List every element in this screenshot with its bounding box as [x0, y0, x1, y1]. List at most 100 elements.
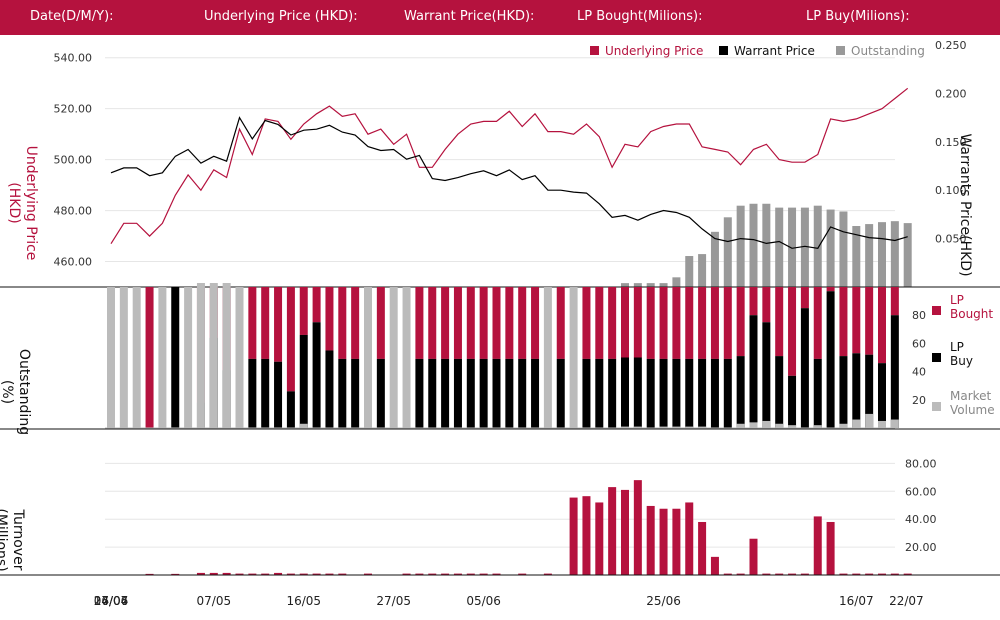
turnover-bar: [209, 572, 218, 575]
lp-buy-bar: [505, 358, 514, 428]
turnover-bar: [890, 573, 899, 575]
turnover-bar: [171, 573, 180, 575]
lp-bought-bar: [518, 287, 527, 359]
lp-bought-bar: [479, 287, 488, 359]
lp-bought-bar: [261, 287, 270, 359]
turnover-bar: [235, 573, 244, 575]
lp-bought-bar: [351, 287, 360, 359]
lp-bought-bar: [800, 287, 809, 309]
lp-buy-bar: [248, 358, 257, 428]
lp-bought-bar: [710, 287, 719, 359]
market-volume-bar: [633, 426, 642, 428]
turnover-bar: [723, 573, 732, 575]
turnover-bar: [826, 521, 835, 575]
lp-bought-bar: [672, 287, 681, 359]
turnover-bar: [145, 573, 154, 575]
lp-buy-bar: [453, 358, 462, 428]
turnover-bar: [621, 489, 629, 575]
lp-bought-bar: [466, 287, 475, 359]
market-volume-bar: [865, 413, 874, 428]
lp-buy-bar: [274, 361, 283, 428]
lp-buy-bar: [286, 391, 295, 428]
x-axis-tick-label: 16/07: [839, 594, 874, 608]
lp-buy-bar: [595, 358, 604, 428]
outstanding-bar: [800, 207, 809, 287]
market-volume-bar: [222, 287, 231, 428]
lp-bought-bar: [749, 287, 758, 316]
lp-buy-bar: [762, 322, 771, 428]
lp-buy-bar: [878, 363, 886, 428]
market-volume-bar-top: [196, 283, 205, 287]
lp-buy-bar: [299, 334, 308, 428]
right-axis-tick-label: 0.150: [935, 136, 967, 149]
market-volume-bar: [878, 420, 886, 428]
lp-bought-bar: [839, 287, 848, 357]
right-axis-tick-label: 0.050: [935, 233, 967, 246]
market-volume-bar: [184, 287, 193, 428]
market-volume-bar: [839, 423, 848, 428]
turnover-bar: [582, 496, 591, 575]
left-axis-tick-label: 520.00: [54, 103, 93, 116]
percent-legend-swatch-2: [932, 402, 941, 411]
lp-buy-bar: [492, 358, 501, 428]
lp-bought-bar: [531, 287, 540, 359]
lp-bought-bar: [723, 287, 732, 359]
turnover-bar: [852, 573, 861, 575]
lp-buy-bar: [633, 357, 642, 428]
x-axis-tick-label: 05/06: [466, 594, 501, 608]
lp-buy-bar: [531, 358, 540, 428]
turnover-axis-title: Turnover(Millions): [0, 508, 26, 571]
x-axis-tick-label: 07/05: [197, 594, 232, 608]
market-volume-bar: [389, 287, 398, 428]
turnover-bar: [492, 573, 501, 575]
lp-bought-bar: [890, 287, 899, 316]
market-volume-bar: [852, 419, 861, 428]
turnover-bar: [286, 573, 295, 575]
turnover-bar: [248, 573, 257, 575]
market-volume-bar-top: [209, 283, 218, 287]
lp-buy-bar: [376, 358, 385, 428]
left-axis-title: Underlying Price(HKD): [6, 146, 39, 261]
market-volume-bar: [196, 287, 205, 428]
lp-bought-bar: [852, 287, 861, 354]
lp-buy-bar: [441, 358, 450, 428]
left-axis-tick-label: 480.00: [54, 205, 93, 218]
market-volume-bar: [813, 425, 822, 428]
lp-bought-bar: [274, 287, 283, 362]
lp-buy-bar: [852, 353, 861, 428]
percent-axis-tick-label: 40: [912, 366, 926, 379]
turnover-bar: [698, 521, 707, 575]
market-volume-bar: [659, 426, 668, 428]
outstanding-bar: [852, 226, 861, 287]
turnover-bar: [299, 573, 308, 575]
lp-buy-bar: [351, 358, 360, 428]
outstanding-bar: [878, 222, 886, 287]
outstanding-bar: [775, 207, 784, 287]
lp-buy-bar: [723, 358, 732, 428]
lp-buy-bar: [608, 358, 617, 428]
market-volume-bar: [621, 426, 629, 428]
lp-bought-bar: [325, 287, 334, 351]
lp-buy-bar: [646, 358, 655, 428]
lp-buy-bar: [556, 358, 565, 428]
turnover-axis-tick-label: 80.00: [905, 457, 937, 470]
turnover-bar: [325, 573, 334, 575]
market-volume-bar: [736, 423, 745, 428]
lp-buy-bar: [621, 357, 629, 428]
warrant-price-line: [110, 116, 908, 249]
header-lp-buy-label: LP Buy(Milions):: [806, 9, 910, 24]
lp-bought-bar: [659, 287, 668, 359]
market-volume-bar: [685, 426, 694, 428]
lp-bought-bar: [415, 287, 424, 359]
market-volume-bar: [890, 419, 899, 428]
lp-buy-bar: [865, 354, 874, 428]
market-volume-bar: [209, 287, 218, 428]
lp-buy-bar: [415, 358, 424, 428]
lp-bought-bar: [582, 287, 591, 359]
right-axis-tick-label: 0.200: [935, 87, 967, 100]
turnover-bar: [543, 573, 552, 575]
turnover-bar: [441, 573, 450, 575]
lp-buy-bar: [518, 358, 527, 428]
lp-buy-bar: [659, 358, 668, 428]
percent-legend-swatch-0: [932, 306, 941, 315]
